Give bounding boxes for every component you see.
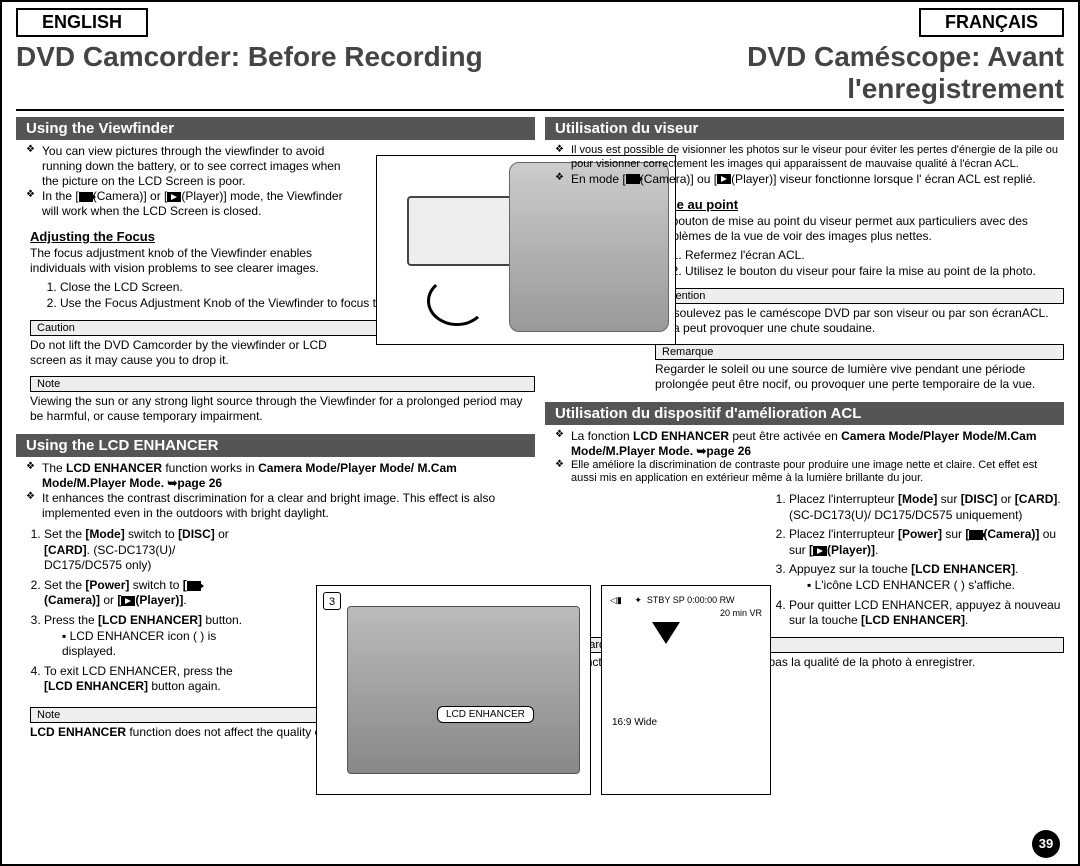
adj-focus-body-fr: Le bouton de mise au point du viseur per… [655, 214, 1064, 244]
section-viewfinder-en: Using the Viewfinder [16, 117, 535, 140]
lcd-b2-en: It enhances the contrast discrimination … [42, 491, 535, 521]
note-body-fr: Regarder le soleil ou une source de lumi… [655, 362, 1064, 392]
adj-step2-fr: Utilisez le bouton du viseur pour faire … [685, 264, 1064, 279]
lcd-s2-fr: Placez l'interrupteur [Power] sur [(Came… [789, 527, 1064, 558]
vf-b1-en: You can view pictures through the viewfi… [42, 144, 355, 189]
lcd-b1-fr: La fonction LCD ENHANCER peut être activ… [571, 429, 1064, 459]
adj-step1-fr: Refermez l'écran ACL. [685, 248, 1064, 263]
camera-icon [969, 530, 983, 540]
focus-arrow-icon [427, 276, 487, 326]
lcd-s3-sub-fr: L'icône LCD ENHANCER ( ) s'affiche. [807, 578, 1064, 594]
lcd-s3-fr: Appuyez sur la touche [LCD ENHANCER]. L'… [789, 562, 1064, 593]
language-row: ENGLISH FRANÇAIS [16, 8, 1064, 37]
columns: 3 LCD ENHANCER ◁▮ ✦ STBY SP 0:00:00 RW 2… [16, 117, 1064, 850]
lcd-b1-en: The LCD ENHANCER function works in Camer… [42, 461, 535, 491]
figure-osd-screen: ◁▮ ✦ STBY SP 0:00:00 RW 20 min VR 16:9 W… [601, 585, 771, 795]
title-en: DVD Camcorder: Before Recording [16, 39, 540, 109]
camcorder-illustration [509, 162, 669, 332]
osd-wide-label: 16:9 Wide [612, 717, 657, 728]
lang-english: ENGLISH [16, 8, 148, 37]
page-number: 39 [1032, 830, 1060, 858]
vf-bullets-fr: Il vous est possible de visionner les ph… [545, 144, 1064, 187]
vf-b2-fr: En mode [(Camera)] ou [(Player)] viseur … [571, 172, 1064, 187]
note-label-en: Note [30, 376, 535, 392]
lcd-steps-en: Set the [Mode] switch to [DISC] or [CARD… [30, 527, 255, 699]
lcd-s3-en: Press the [LCD ENHANCER] button. LCD ENH… [44, 613, 255, 660]
player-icon [813, 546, 827, 556]
lcd-steps-fr: Placez l'interrupteur [Mode] sur [DISC] … [775, 492, 1064, 633]
player-icon [121, 596, 135, 606]
title-row: DVD Camcorder: Before Recording DVD Camé… [16, 39, 1064, 111]
lcd-s3-sub-en: LCD ENHANCER icon ( ) is displayed. [62, 629, 255, 660]
osd-line1: STBY SP 0:00:00 RW [647, 595, 735, 605]
lang-french: FRANÇAIS [919, 8, 1064, 37]
osd-line2: 20 min VR [610, 607, 762, 620]
lcd-bullets-en: The LCD ENHANCER function works in Camer… [16, 461, 535, 521]
caution-label-fr: Attention [655, 288, 1064, 304]
section-viewfinder-fr: Utilisation du viseur [545, 117, 1064, 140]
manual-page: ENGLISH FRANÇAIS DVD Camcorder: Before R… [0, 0, 1080, 866]
adj-focus-head-fr: Mise au point [655, 197, 1064, 212]
camera-icon [187, 581, 201, 591]
section-lcd-en: Using the LCD ENHANCER [16, 434, 535, 457]
vf-b2-en: In the [(Camera)] or [(Player)] mode, th… [42, 189, 355, 219]
note-body-en: Viewing the sun or any strong light sour… [30, 394, 535, 424]
note-label-fr: Remarque [655, 344, 1064, 360]
lcd-s2-en: Set the [Power] switch to [(Camera)] or … [44, 578, 255, 609]
lcd-b2-fr: Elle améliore la discrimination de contr… [571, 459, 1064, 487]
lcd-s4-fr: Pour quitter LCD ENHANCER, appuyez à nou… [789, 598, 1064, 629]
down-triangle-icon [652, 622, 680, 644]
caution-body-fr: Ne soulevez pas le caméscope DVD par son… [655, 306, 1064, 336]
adj-focus-body-en: The focus adjustment knob of the Viewfin… [30, 246, 345, 276]
osd-status-text: ◁▮ ✦ STBY SP 0:00:00 RW 20 min VR [610, 594, 762, 619]
player-icon [717, 174, 731, 184]
lcd-s1-en: Set the [Mode] switch to [DISC] or [CARD… [44, 527, 255, 574]
adj-steps-fr: Refermez l'écran ACL. Utilisez le bouton… [655, 248, 1064, 280]
camera-icon [626, 174, 640, 184]
lcd-bullets-fr: La fonction LCD ENHANCER peut être activ… [545, 429, 1064, 487]
section-lcd-fr: Utilisation du dispositif d'amélioration… [545, 402, 1064, 425]
lcd-s1-fr: Placez l'interrupteur [Mode] sur [DISC] … [789, 492, 1064, 523]
camera-icon [79, 192, 93, 202]
figure-lcd-camcorder: 3 LCD ENHANCER [316, 585, 591, 795]
lcd-enhancer-callout: LCD ENHANCER [437, 706, 534, 723]
step-badge-3: 3 [323, 592, 341, 610]
player-icon [167, 192, 181, 202]
lcd-s4-en: To exit LCD ENHANCER, press the [LCD ENH… [44, 664, 255, 695]
camcorder-screen-illustration [347, 606, 580, 774]
title-fr: DVD Caméscope: Avant l'enregistrement [540, 39, 1064, 109]
caution-body-en: Do not lift the DVD Camcorder by the vie… [30, 338, 345, 368]
vf-b1-fr: Il vous est possible de visionner les ph… [571, 144, 1064, 172]
